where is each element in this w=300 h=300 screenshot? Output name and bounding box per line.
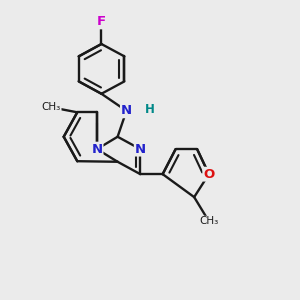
Text: CH₃: CH₃ [42, 102, 61, 112]
Text: N: N [92, 142, 103, 156]
Text: N: N [135, 142, 146, 156]
Text: O: O [203, 168, 214, 181]
Text: N: N [121, 104, 132, 117]
Text: H: H [145, 103, 154, 116]
Text: CH₃: CH₃ [199, 216, 218, 226]
Text: F: F [97, 15, 106, 28]
